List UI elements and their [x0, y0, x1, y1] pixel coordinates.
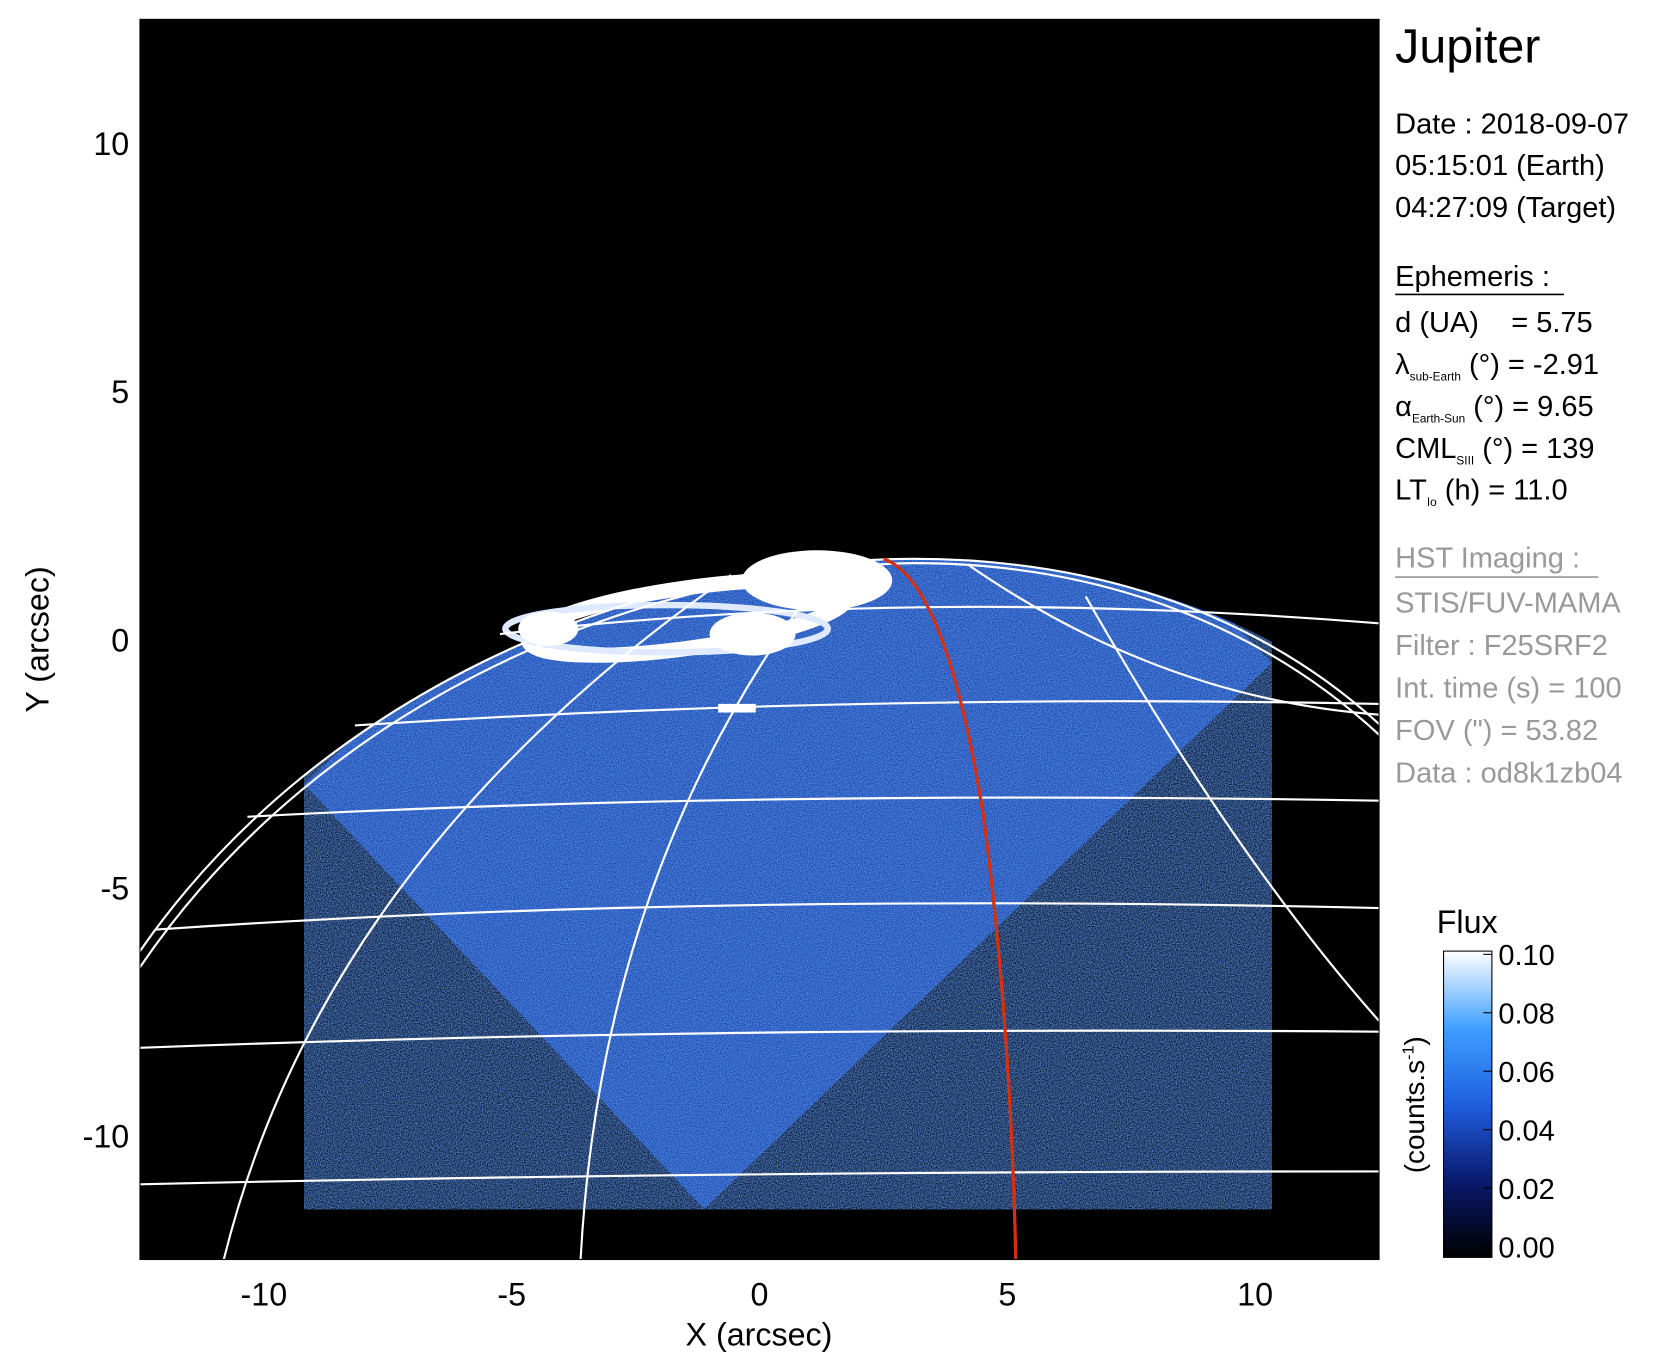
colorbar-title: Flux [1437, 904, 1498, 940]
ephemeris-sub: sub-Earth [1410, 369, 1461, 383]
colorbar-label: (counts.s-1) [1399, 1036, 1430, 1173]
ephemeris-sub: Earth-Sun [1412, 411, 1465, 425]
colorbar-tick-label: 0.06 [1498, 1057, 1554, 1089]
ephemeris-line: CMLSIII (°) = 139 [1395, 433, 1594, 467]
info-panel: Jupiter Date : 2018-09-07 05:15:01 (Earth)… [1395, 19, 1629, 789]
colorbar-tick-label: 0.02 [1498, 1174, 1554, 1206]
ephemeris-line: αEarth-Sun (°) = 9.65 [1395, 391, 1593, 425]
ephemeris-line: λsub-Earth (°) = -2.91 [1395, 349, 1599, 383]
y-tick-label: 10 [93, 126, 129, 162]
hst-line: FOV (") = 53.82 [1395, 715, 1598, 747]
date-line: 05:15:01 (Earth) [1395, 150, 1605, 182]
ephemeris-rest: (°) = -2.91 [1461, 349, 1599, 381]
colorbar-label-end: ) [1399, 1036, 1430, 1045]
hst-line: Filter : F25SRF2 [1395, 630, 1608, 662]
y-axis-label: Y (arcsec) [20, 566, 56, 712]
ephemeris-main: CML [1395, 433, 1456, 465]
colorbar-tick-label: 0.10 [1498, 940, 1554, 972]
colorbar [1443, 950, 1493, 1258]
y-tick-label: -5 [101, 870, 130, 906]
x-tick-label: -10 [241, 1277, 288, 1313]
ephemeris-main: LT [1395, 475, 1427, 507]
ephemeris-title: Ephemeris : [1395, 261, 1550, 293]
ephemeris-line: LTIo (h) = 11.0 [1395, 475, 1567, 509]
ephemeris-sub: Io [1427, 495, 1437, 509]
ephemeris-line: d (UA) = 5.75 [1395, 307, 1592, 339]
hst-line: Data : od8k1zb04 [1395, 757, 1622, 789]
x-tick-label: 10 [1237, 1277, 1273, 1313]
x-tick-label: -5 [497, 1277, 526, 1313]
hst-line: Int. time (s) = 100 [1395, 672, 1621, 704]
date-line: Date : 2018-09-07 [1395, 108, 1629, 140]
colorbar-tick-label: 0.08 [1498, 999, 1554, 1031]
hst-title: HST Imaging : [1395, 542, 1580, 574]
x-tick-label: 0 [751, 1277, 769, 1313]
y-tick-label: 5 [111, 374, 129, 410]
date-line: 04:27:09 (Target) [1395, 192, 1616, 224]
ephemeris-main: d (UA) = 5.75 [1395, 307, 1592, 339]
ephemeris-rest: (h) = 11.0 [1437, 475, 1568, 507]
y-tick-label: -10 [83, 1118, 130, 1154]
ephemeris-main: α [1395, 391, 1412, 423]
ephemeris-sub: SIII [1456, 453, 1474, 467]
image-data [304, 558, 1272, 1210]
x-axis-label: X (arcsec) [686, 1317, 833, 1353]
io-footprint [883, 557, 1018, 1260]
info-title: Jupiter [1395, 19, 1540, 73]
graticule [139, 557, 1380, 1260]
x-tick-label: 5 [998, 1277, 1016, 1313]
hst-line: STIS/FUV-MAMA [1395, 588, 1621, 620]
ephemeris-rest: (°) = 9.65 [1465, 391, 1593, 423]
colorbar-label-text: (counts.s [1399, 1060, 1430, 1173]
ephemeris-rest: (°) = 139 [1474, 433, 1594, 465]
ephemeris-main: λ [1395, 349, 1410, 381]
y-tick-label: 0 [111, 622, 129, 658]
colorbar-tick-label: 0.04 [1498, 1115, 1554, 1147]
colorbar-label-sup: -1 [1399, 1046, 1417, 1060]
colorbar-tick-label: 0.00 [1498, 1232, 1554, 1264]
